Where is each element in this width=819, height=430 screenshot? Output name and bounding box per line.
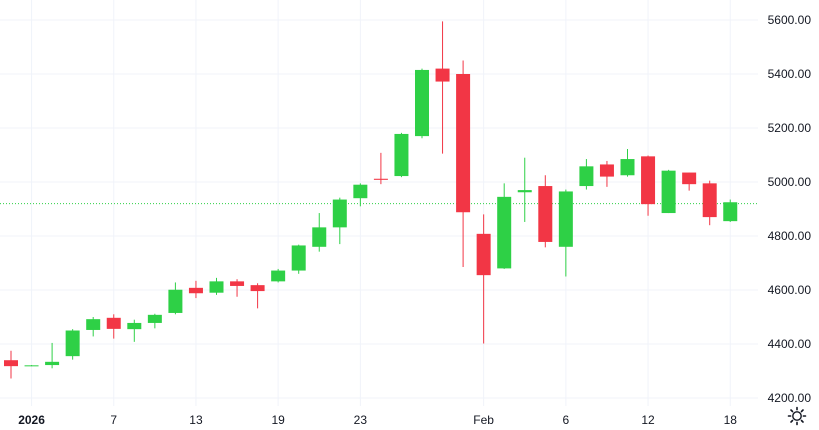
price-tick-label: 4200.00 — [768, 391, 812, 405]
candle-body — [332, 199, 347, 228]
chart-settings-button[interactable] — [787, 406, 807, 426]
candle[interactable] — [332, 197, 347, 245]
candle[interactable] — [702, 180, 717, 226]
time-axis[interactable]: 2026 7 13 19 23 Feb 6 12 18 — [18, 413, 737, 427]
candle[interactable] — [579, 159, 594, 190]
date-tick-label: 2026 — [18, 413, 45, 427]
price-tick-label: 5400.00 — [768, 67, 812, 81]
candles[interactable] — [4, 21, 738, 379]
price-tick-label: 4600.00 — [768, 283, 812, 297]
price-tick-label: 5000.00 — [768, 175, 812, 189]
candle-body — [497, 196, 512, 269]
candle-body — [230, 281, 245, 286]
candle[interactable] — [45, 342, 60, 369]
candle[interactable] — [4, 350, 18, 379]
price-tick-label: 5600.00 — [768, 13, 812, 27]
date-tick-label: 18 — [724, 413, 738, 427]
date-tick-label: 13 — [189, 413, 203, 427]
candle[interactable] — [497, 183, 512, 269]
candle-body — [620, 159, 635, 176]
candle[interactable] — [230, 279, 245, 297]
candle[interactable] — [599, 160, 614, 187]
candle[interactable] — [435, 21, 450, 154]
candle-body — [579, 166, 594, 187]
candle[interactable] — [291, 244, 306, 274]
candle[interactable] — [168, 282, 183, 315]
candle[interactable] — [353, 183, 368, 207]
candle-body — [271, 270, 286, 282]
candle[interactable] — [250, 283, 265, 309]
candle[interactable] — [394, 132, 409, 178]
candle-body — [415, 69, 429, 137]
price-tick-label: 4800.00 — [768, 229, 812, 243]
candle[interactable] — [661, 169, 676, 214]
candle[interactable] — [373, 152, 388, 185]
candle[interactable] — [24, 365, 39, 367]
candle-body — [291, 245, 306, 271]
candle[interactable] — [415, 68, 429, 139]
candle[interactable] — [271, 268, 286, 283]
price-tick-label: 5200.00 — [768, 121, 812, 135]
candle-body — [106, 317, 121, 329]
candle-body — [661, 170, 676, 214]
candle[interactable] — [209, 277, 224, 295]
candle-body — [250, 285, 265, 292]
candle-body — [456, 74, 471, 213]
candle-body — [45, 361, 60, 366]
candle-body — [641, 156, 656, 205]
candle-body — [147, 314, 162, 323]
date-tick-label: 12 — [641, 413, 655, 427]
candle[interactable] — [188, 280, 203, 299]
date-tick-label: 6 — [563, 413, 570, 427]
candle[interactable] — [682, 172, 697, 191]
candle[interactable] — [538, 175, 553, 248]
candle-body — [312, 227, 327, 247]
candle-body — [373, 178, 388, 180]
candle[interactable] — [723, 199, 738, 222]
candle[interactable] — [558, 189, 573, 277]
candle-body — [538, 186, 553, 242]
candle-body — [4, 360, 18, 367]
candle-body — [599, 164, 614, 177]
candle-body — [127, 322, 142, 330]
candle-body — [65, 330, 80, 357]
candle-body — [24, 365, 39, 367]
candle-body — [682, 172, 697, 185]
candle[interactable] — [476, 214, 491, 344]
candle[interactable] — [312, 213, 327, 252]
price-axis[interactable]: 4200.00 4400.00 4600.00 4800.00 5000.00 5200.… — [768, 13, 812, 405]
candle[interactable] — [456, 60, 471, 268]
candle-body — [558, 191, 573, 247]
date-tick-label: Feb — [473, 413, 494, 427]
candle-body — [188, 287, 203, 294]
candle-body — [86, 319, 101, 330]
candle[interactable] — [127, 319, 142, 342]
date-tick-label: 23 — [354, 413, 368, 427]
candle-body — [702, 183, 717, 218]
candle-body — [435, 68, 450, 82]
candle-body — [476, 233, 491, 276]
price-tick-label: 4400.00 — [768, 337, 812, 351]
gear-icon — [787, 406, 807, 426]
date-tick-label: 19 — [271, 413, 285, 427]
candle-body — [723, 202, 738, 222]
candle[interactable] — [86, 317, 101, 337]
candle[interactable] — [106, 314, 121, 339]
candle-body — [394, 133, 409, 177]
candle-body — [517, 190, 532, 193]
candle-body — [353, 184, 368, 199]
candle-body — [168, 289, 183, 313]
candle-body — [209, 281, 224, 293]
candle[interactable] — [641, 155, 656, 216]
candle[interactable] — [65, 329, 80, 360]
candle[interactable] — [517, 157, 532, 222]
date-tick-label: 7 — [110, 413, 117, 427]
candle[interactable] — [147, 313, 162, 329]
candle[interactable] — [620, 149, 635, 177]
